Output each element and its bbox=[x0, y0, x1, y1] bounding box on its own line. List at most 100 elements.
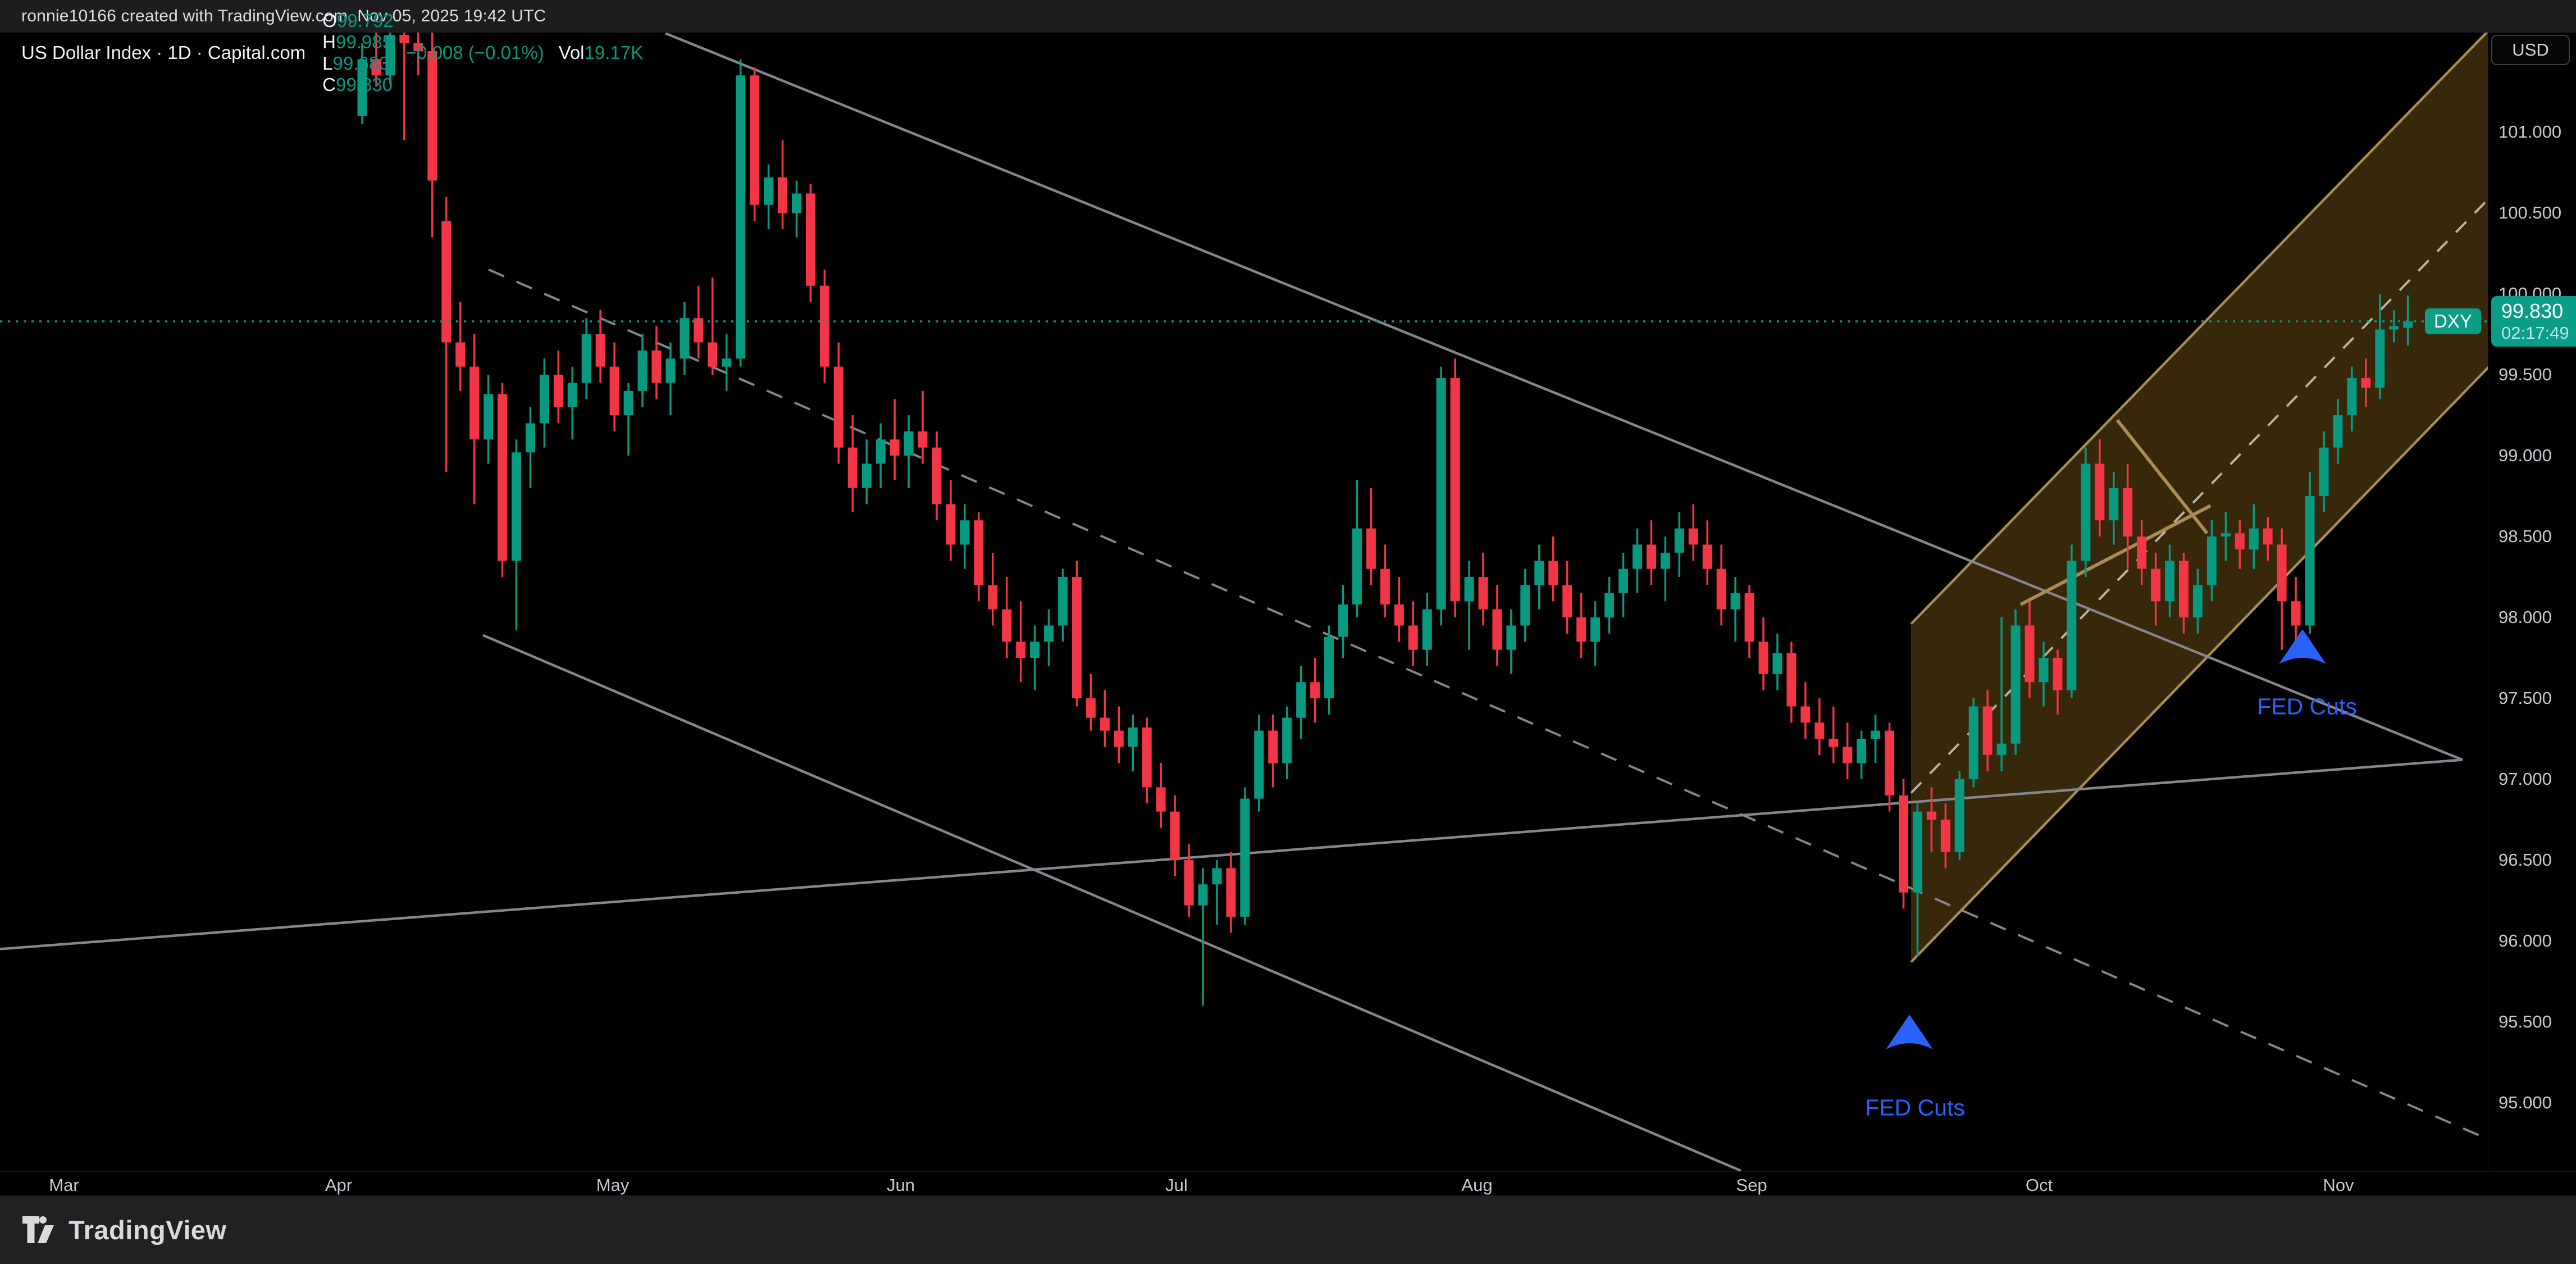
candle-body bbox=[1829, 739, 1839, 747]
candle-body bbox=[2403, 321, 2413, 328]
price-tick-label: 100.500 bbox=[2499, 203, 2562, 223]
candle-body bbox=[1030, 642, 1040, 658]
candle-body bbox=[1618, 569, 1628, 593]
candle-body bbox=[637, 350, 648, 391]
mini-trendline-b bbox=[2019, 504, 2212, 606]
candle-body bbox=[1072, 577, 1082, 699]
candle-body bbox=[2095, 463, 2105, 521]
price-tick-label: 101.000 bbox=[2499, 122, 2562, 142]
candle-body bbox=[876, 439, 886, 464]
candle-body bbox=[1268, 730, 1278, 763]
candle-body bbox=[1296, 682, 1306, 718]
candle-body bbox=[357, 59, 367, 116]
candle-body bbox=[750, 75, 760, 205]
candle-body bbox=[1016, 642, 1026, 658]
candle-body bbox=[2137, 536, 2147, 569]
candle-body bbox=[1044, 625, 1054, 642]
candle-body bbox=[1114, 730, 1124, 747]
candle-body bbox=[1464, 577, 1474, 602]
candle-body bbox=[1590, 617, 1601, 642]
tradingview-logo[interactable]: TradingView bbox=[22, 1215, 227, 1245]
descending-channel-lower bbox=[482, 634, 1741, 1171]
candle-body bbox=[1170, 811, 1180, 861]
candle-body bbox=[791, 193, 801, 213]
candle-body bbox=[1338, 604, 1348, 637]
candle-body bbox=[2081, 463, 2091, 561]
candle-body bbox=[2123, 488, 2133, 537]
candle-body bbox=[1604, 593, 1615, 618]
candle-body bbox=[1674, 528, 1684, 553]
price-tick-label: 96.000 bbox=[2499, 931, 2552, 951]
candle-body bbox=[455, 342, 466, 367]
time-tick-month-label: Nov bbox=[2323, 1175, 2354, 1195]
price-tick-label: 96.500 bbox=[2499, 850, 2552, 870]
candle-body bbox=[609, 366, 619, 416]
volume-label: Vol bbox=[558, 42, 585, 63]
last-price-value: 99.830 bbox=[2501, 299, 2564, 322]
candle-body bbox=[581, 334, 591, 383]
candle-body bbox=[1814, 722, 1825, 739]
candle-body bbox=[1058, 577, 1068, 626]
candle-body bbox=[1282, 717, 1292, 763]
candle-body bbox=[2053, 658, 2063, 690]
candle-body bbox=[2361, 378, 2371, 388]
bar-countdown: 02:17:49 bbox=[2501, 323, 2569, 343]
candle-body bbox=[1548, 561, 1558, 585]
candle-body bbox=[567, 383, 577, 407]
candle-body bbox=[946, 504, 956, 545]
candle-body bbox=[1716, 569, 1726, 610]
candle-body bbox=[525, 423, 535, 453]
candle-body bbox=[2249, 528, 2259, 550]
candle-body bbox=[1899, 795, 1908, 893]
candle-body bbox=[1954, 779, 1964, 852]
candle-body bbox=[1562, 585, 1572, 618]
price-tick-label: 97.500 bbox=[2499, 688, 2552, 708]
candle-body bbox=[1800, 706, 1811, 723]
ohlc-item-value: 99.792 bbox=[336, 10, 394, 31]
candle-body bbox=[1660, 552, 1670, 569]
ohlc-legend[interactable]: US Dollar Index · 1D · Capital.com O 99.7… bbox=[21, 10, 643, 95]
ascending-channel-fill bbox=[1911, 33, 2488, 962]
candle-body bbox=[722, 358, 732, 367]
fed-cuts-label: FED Cuts bbox=[2257, 693, 2357, 720]
watermark-text: ronnie10166 created with TradingView.com… bbox=[21, 7, 546, 25]
currency-toggle-button[interactable]: USD bbox=[2491, 35, 2570, 65]
time-tick-month-label: Jun bbox=[887, 1175, 915, 1195]
candle-body bbox=[736, 75, 746, 359]
candle-body bbox=[1436, 378, 1446, 610]
candle-body bbox=[2277, 544, 2287, 602]
candle-body bbox=[2206, 536, 2217, 585]
candle-body bbox=[1100, 717, 1110, 731]
last-price-badge: 99.830 02:17:49 bbox=[2491, 296, 2576, 347]
candle-body bbox=[2109, 488, 2119, 521]
candle-body bbox=[778, 177, 787, 213]
ohlc-item: O 99.792 bbox=[322, 10, 394, 31]
candle-body bbox=[1576, 617, 1586, 642]
candle-body bbox=[1212, 868, 1222, 885]
candle-body bbox=[708, 342, 718, 367]
candle-body bbox=[1198, 884, 1208, 906]
candle-body bbox=[847, 447, 858, 488]
candle-body bbox=[623, 390, 633, 416]
candle-body bbox=[1184, 860, 1194, 906]
ascending-channel-upper-line bbox=[1910, 33, 2488, 625]
candle-body bbox=[595, 334, 605, 367]
candle-body bbox=[1492, 609, 1502, 650]
candle-body bbox=[1002, 609, 1012, 642]
candle-body bbox=[1450, 378, 1460, 602]
candle-body bbox=[819, 285, 829, 367]
time-tick-month-label: May bbox=[596, 1175, 630, 1195]
candle-body bbox=[1324, 636, 1334, 699]
candle-body bbox=[665, 358, 676, 383]
time-scale[interactable]: Mar Apr May Jun Jul Aug Sep Oct Nov bbox=[0, 1171, 2576, 1196]
candle-body bbox=[1940, 820, 1950, 852]
ohlc-item-value: 99.683 bbox=[332, 53, 390, 74]
candle-body bbox=[1142, 727, 1152, 788]
candle-body bbox=[680, 318, 690, 359]
candle-body bbox=[413, 43, 423, 52]
candle-body bbox=[441, 221, 452, 343]
price-scale[interactable]: 101.000 100.500 100.000 99.500 99.000 98.500 9… bbox=[2488, 33, 2576, 1171]
candle-body bbox=[1885, 730, 1895, 795]
candle-body bbox=[1422, 609, 1432, 650]
